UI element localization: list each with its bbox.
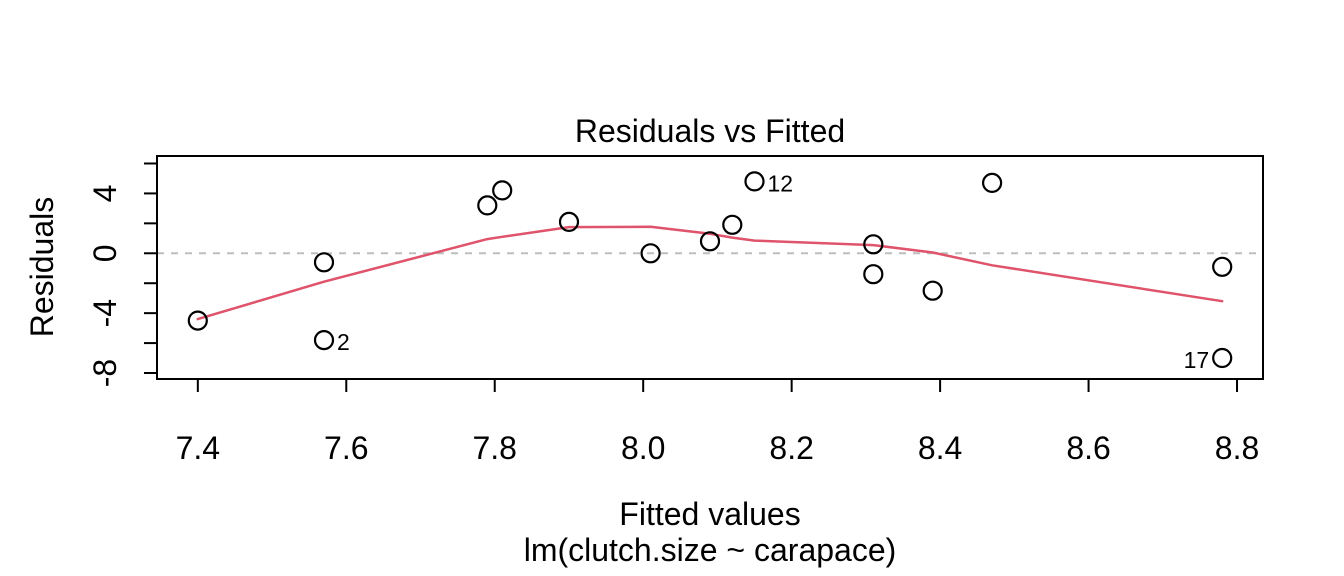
plot-frame [156,155,1264,380]
data-point [863,234,884,255]
data-point [313,252,335,273]
x-tick-label: 8.4 [918,430,962,466]
y-tick-label: -4 [87,299,123,327]
data-point [477,195,498,216]
y-tick-label: 0 [87,244,123,262]
point-label: 2 [337,329,350,355]
data-point [699,231,721,252]
y-axis-label: Residuals [24,196,60,338]
plot-title: Residuals vs Fitted [574,113,846,149]
x-tick-label: 7.6 [324,430,368,466]
x-axis-label: Fitted values [619,496,801,532]
x-tick-label: 8.8 [1215,430,1259,466]
x-tick-label: 8.0 [621,430,665,466]
data-point [492,180,513,201]
data-point [313,330,335,351]
point-label: 17 [1184,347,1210,373]
x-tick-label: 7.4 [176,430,220,466]
data-point [981,172,1003,193]
lowess-smoother-line [196,225,1224,321]
point-label: 12 [768,170,794,196]
model-caption: lm(clutch.size ~ carapace) [523,532,897,568]
x-tick-label: 8.6 [1066,430,1110,466]
data-point [922,280,943,301]
x-tick-label: 7.8 [472,430,516,466]
data-point [722,214,743,235]
data-point [863,264,884,285]
data-point [640,243,661,264]
data-point [187,310,208,331]
y-tick-label: 4 [87,185,123,203]
y-tick-label: -8 [87,359,123,387]
data-point [1212,256,1233,277]
data-point [558,211,580,232]
data-point [1212,347,1233,369]
x-tick-label: 8.2 [769,430,813,466]
data-point [744,171,765,192]
